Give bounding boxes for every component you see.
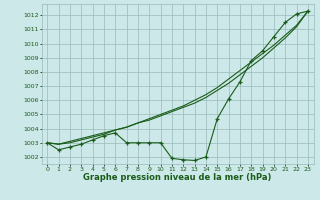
X-axis label: Graphe pression niveau de la mer (hPa): Graphe pression niveau de la mer (hPa) [84, 173, 272, 182]
